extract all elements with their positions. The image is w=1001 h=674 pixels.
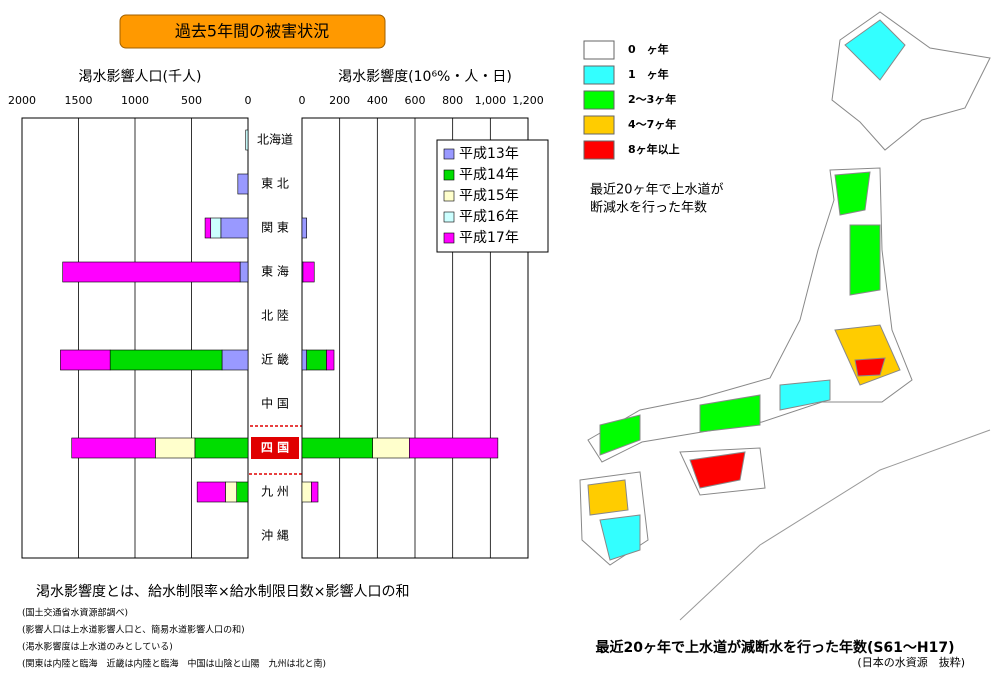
header-box: [119, 14, 386, 49]
category-label: 関 東: [261, 221, 289, 235]
map-region: [834, 324, 901, 386]
map-region: [689, 451, 746, 489]
bar: [372, 437, 410, 459]
legend-label: 平成16年: [459, 209, 519, 225]
bar: [60, 349, 111, 371]
bar: [311, 481, 319, 503]
bar: [301, 481, 312, 503]
definition-note: 渇水影響度とは、給水制限率×給水制限日数×影響人口の和: [36, 583, 409, 600]
bar: [196, 481, 226, 503]
bar: [155, 437, 196, 459]
category-highlight: [251, 437, 299, 459]
x-tick-label: 1500: [65, 94, 93, 107]
category-label: 北海道: [257, 132, 293, 147]
x-tick-label: 800: [442, 94, 463, 107]
map-legend-label: 4～7ヶ年: [628, 117, 676, 131]
x2-axis-title: 渇水影響度(10⁶%・人・日): [338, 68, 512, 85]
category-label: 沖 縄: [261, 528, 289, 543]
x-tick-label: 200: [329, 94, 350, 107]
bar: [237, 173, 249, 195]
map-region: [587, 479, 629, 516]
legend-swatch: [443, 211, 455, 223]
bar: [236, 481, 249, 503]
x-tick-label: 0: [299, 94, 306, 107]
category-label: 九 州: [261, 485, 289, 499]
map-hokkaido: [831, 11, 991, 151]
map-legend-swatch: [583, 90, 615, 110]
map-region: [849, 224, 881, 296]
bar: [225, 481, 237, 503]
bar: [204, 217, 212, 239]
x-tick-label: 0: [245, 94, 252, 107]
map-legend-swatch: [583, 140, 615, 160]
map-region: [844, 19, 906, 81]
map-source: (日本の水資源 抜粋): [857, 655, 965, 669]
bar: [301, 217, 308, 239]
x-axis-title: 渇水影響人口(千人): [79, 68, 202, 85]
bar: [306, 349, 327, 371]
bar: [194, 437, 249, 459]
x-tick-label: 500: [181, 94, 202, 107]
bar: [71, 437, 156, 459]
bar: [62, 261, 241, 283]
legend-label: 平成17年: [459, 230, 519, 246]
bar: [210, 217, 222, 239]
map-region: [699, 394, 761, 433]
legend-label: 平成15年: [459, 188, 519, 204]
map-legend-swatch: [583, 115, 615, 135]
map-legend-label: 8ヶ年以上: [628, 142, 680, 156]
x-tick-label: 400: [367, 94, 388, 107]
category-label: 東 北: [261, 177, 289, 191]
legend-swatch: [443, 148, 455, 160]
header-title: 過去5年間の被害状況: [175, 22, 329, 41]
map-sea-line: [679, 429, 991, 621]
map-legend-label: 1 ヶ年: [628, 67, 669, 81]
map-legend-swatch: [583, 40, 615, 60]
map-region: [834, 171, 871, 216]
legend-label: 平成14年: [459, 167, 519, 183]
map-legend-label: 0 ヶ年: [628, 42, 669, 56]
bar: [239, 261, 249, 283]
category-label: 東 海: [261, 264, 289, 279]
map-region: [854, 357, 886, 377]
x-tick-label: 2000: [8, 94, 36, 107]
x-tick-label: 1,200: [512, 94, 544, 107]
bar: [301, 437, 373, 459]
map-note: 最近20ヶ年で上水道が: [590, 183, 724, 198]
legend-swatch: [443, 169, 455, 181]
legend-box: [436, 139, 549, 253]
source-note: (関東は内陸と臨海 近畿は内陸と臨海 中国は山陰と山陽 九州は北と南): [22, 658, 326, 670]
map-region: [599, 414, 641, 456]
bar: [220, 217, 249, 239]
category-label: 北 陸: [261, 309, 289, 323]
source-note: (影響人口は上水道影響人口と、簡易水道影響人口の和): [22, 624, 245, 636]
map-legend-swatch: [583, 65, 615, 85]
map-legend-label: 2～3ヶ年: [628, 92, 676, 106]
source-note: (渇水影響度は上水道のみとしている): [22, 641, 173, 653]
bar: [301, 349, 308, 371]
map-region: [779, 379, 831, 411]
map-note: 断減水を行った年数: [590, 200, 707, 216]
legend-swatch: [443, 232, 455, 244]
map-caption: 最近20ヶ年で上水道が減断水を行った年数(S61～H17): [595, 639, 954, 656]
bar: [302, 261, 315, 283]
map-region: [599, 514, 641, 561]
x-tick-label: 1000: [121, 94, 149, 107]
x-tick-label: 600: [405, 94, 426, 107]
x-tick-label: 1,000: [475, 94, 507, 107]
bar: [245, 129, 249, 151]
source-note: (国土交通省水資源部調べ): [22, 607, 128, 619]
category-label: 中 国: [261, 396, 289, 411]
category-label: 近 畿: [261, 353, 289, 367]
category-label: 四 国: [261, 441, 289, 455]
map: [579, 11, 991, 621]
map-honshu: [587, 167, 913, 463]
legend-swatch: [443, 190, 455, 202]
bar: [326, 349, 335, 371]
legend-label: 平成13年: [459, 146, 519, 162]
bar: [409, 437, 499, 459]
bar: [109, 349, 223, 371]
bar: [221, 349, 249, 371]
